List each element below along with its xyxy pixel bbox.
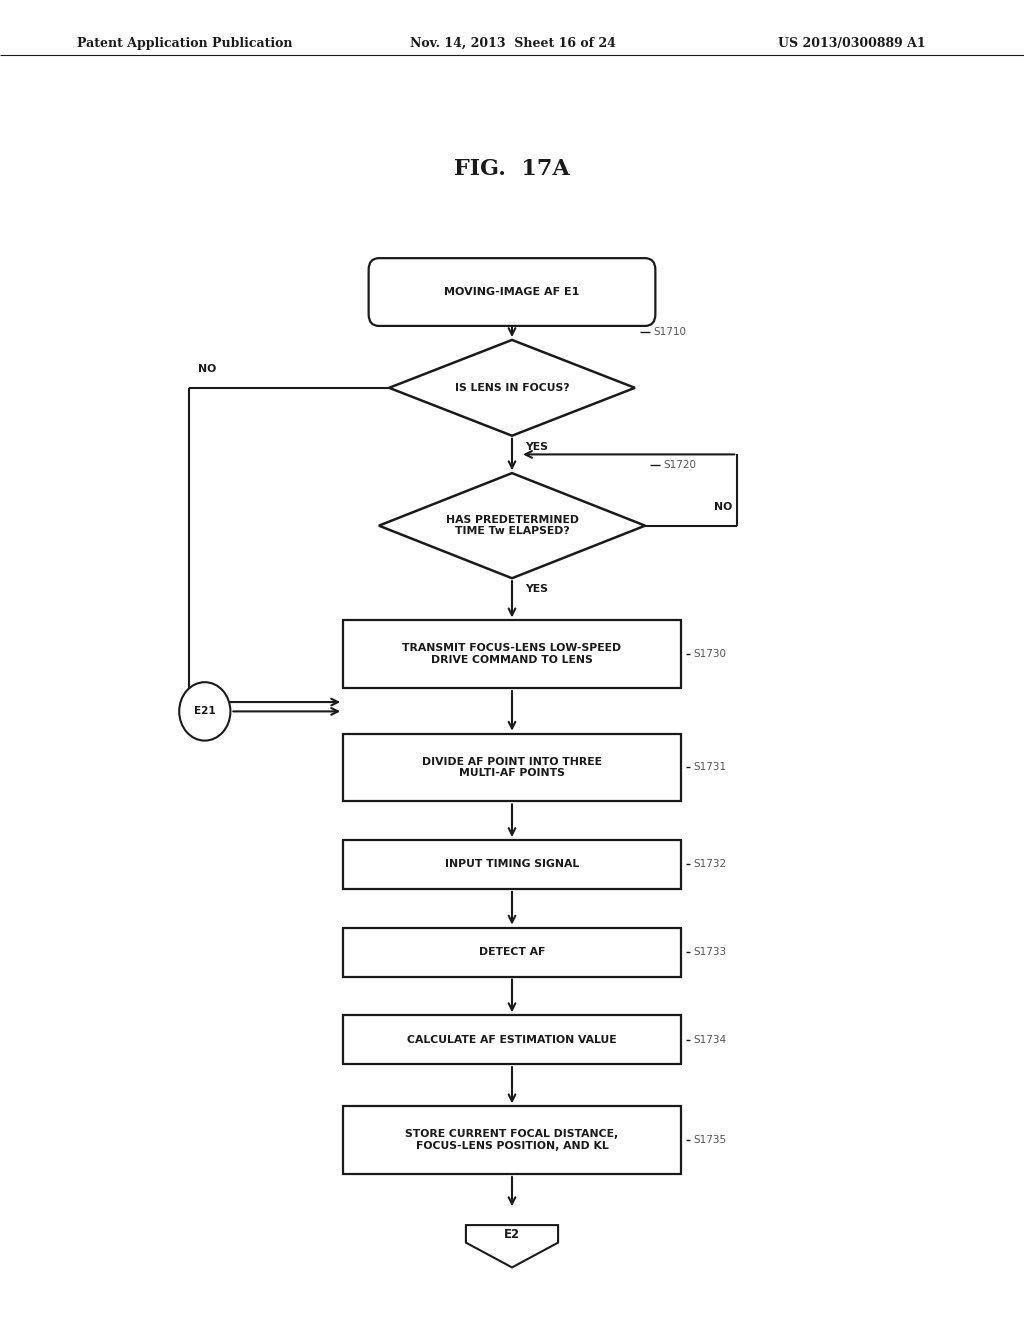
Text: NO: NO — [198, 364, 216, 374]
Text: MOVING-IMAGE AF E1: MOVING-IMAGE AF E1 — [444, 286, 580, 297]
Text: S1735: S1735 — [693, 1135, 726, 1146]
Text: US 2013/0300889 A1: US 2013/0300889 A1 — [778, 37, 926, 50]
Text: Patent Application Publication: Patent Application Publication — [77, 37, 292, 50]
Text: S1733: S1733 — [693, 946, 726, 957]
Text: DIVIDE AF POINT INTO THREE
MULTI-AF POINTS: DIVIDE AF POINT INTO THREE MULTI-AF POIN… — [422, 756, 602, 779]
Text: CALCULATE AF ESTIMATION VALUE: CALCULATE AF ESTIMATION VALUE — [408, 1035, 616, 1044]
Polygon shape — [379, 473, 645, 578]
Text: HAS PREDETERMINED
TIME Tw ELAPSED?: HAS PREDETERMINED TIME Tw ELAPSED? — [445, 515, 579, 536]
FancyBboxPatch shape — [343, 734, 681, 801]
Text: S1732: S1732 — [693, 859, 726, 870]
Polygon shape — [466, 1225, 558, 1267]
Text: S1720: S1720 — [664, 459, 696, 470]
Text: INPUT TIMING SIGNAL: INPUT TIMING SIGNAL — [444, 859, 580, 870]
Text: E2: E2 — [504, 1228, 520, 1241]
Text: S1731: S1731 — [693, 763, 726, 772]
Text: NO: NO — [714, 502, 732, 512]
FancyBboxPatch shape — [343, 1015, 681, 1064]
Circle shape — [179, 682, 230, 741]
Text: DETECT AF: DETECT AF — [479, 946, 545, 957]
Text: S1734: S1734 — [693, 1035, 726, 1044]
FancyBboxPatch shape — [343, 840, 681, 888]
Polygon shape — [389, 341, 635, 436]
FancyBboxPatch shape — [343, 928, 681, 977]
FancyBboxPatch shape — [343, 1106, 681, 1173]
Text: S1730: S1730 — [693, 649, 726, 659]
Text: YES: YES — [525, 442, 548, 451]
Text: STORE CURRENT FOCAL DISTANCE,
FOCUS-LENS POSITION, AND KL: STORE CURRENT FOCAL DISTANCE, FOCUS-LENS… — [406, 1130, 618, 1151]
Text: YES: YES — [525, 583, 548, 594]
FancyBboxPatch shape — [343, 620, 681, 688]
Text: Nov. 14, 2013  Sheet 16 of 24: Nov. 14, 2013 Sheet 16 of 24 — [410, 37, 615, 50]
Text: E21: E21 — [194, 706, 216, 717]
Text: S1710: S1710 — [653, 327, 686, 337]
Text: IS LENS IN FOCUS?: IS LENS IN FOCUS? — [455, 383, 569, 393]
FancyBboxPatch shape — [369, 259, 655, 326]
Text: FIG.  17A: FIG. 17A — [454, 158, 570, 181]
Text: TRANSMIT FOCUS-LENS LOW-SPEED
DRIVE COMMAND TO LENS: TRANSMIT FOCUS-LENS LOW-SPEED DRIVE COMM… — [402, 643, 622, 665]
